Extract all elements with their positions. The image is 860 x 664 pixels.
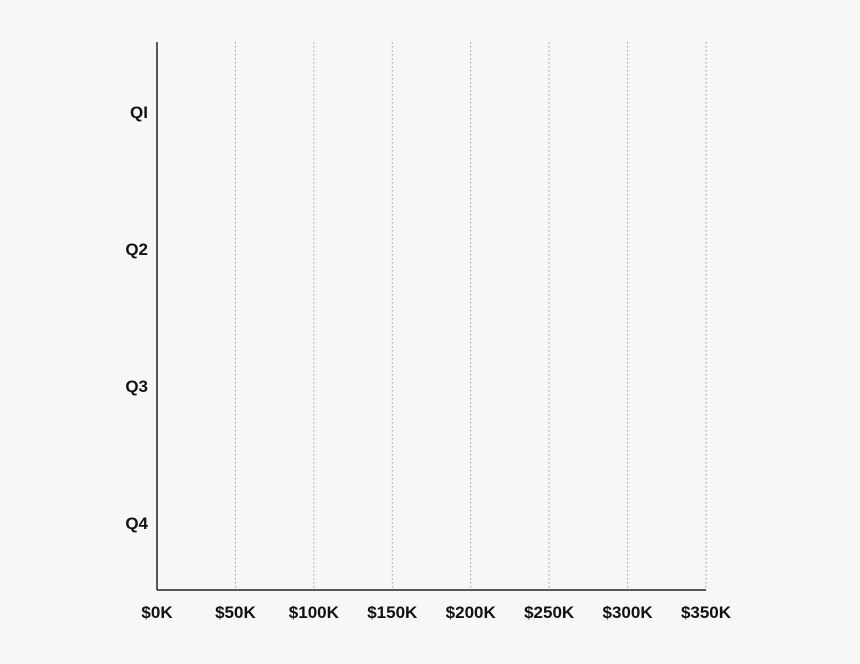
icon-bar (157, 207, 479, 291)
coffee-cup-icon (470, 481, 549, 565)
coffee-cup-icon (313, 344, 338, 428)
coffee-cup-icon (235, 207, 314, 291)
x-tick-label: $300K (603, 603, 654, 622)
grid-lines (234, 42, 707, 590)
category-labels: QI Q2 Q3 Q4 (125, 103, 148, 533)
coffee-cup-icon (235, 344, 314, 428)
coffee-cup-icon (235, 70, 314, 154)
coffee-cup-icon (157, 70, 235, 154)
x-tick-label: $100K (289, 603, 340, 622)
coffee-cup-icon (470, 70, 521, 154)
category-label: Q2 (125, 240, 148, 259)
category-label: Q4 (125, 514, 148, 533)
coffee-cup-icon (470, 207, 479, 291)
coffee-cup-icon (627, 481, 706, 565)
icon-bar (157, 70, 521, 154)
coffee-cup-icon (235, 481, 314, 565)
coffee-cup-icon (392, 481, 471, 565)
coffee-cup-icon (392, 70, 471, 154)
coffee-cup-icon (313, 481, 392, 565)
coffee-cup-icon (313, 70, 392, 154)
x-tick-label: $150K (367, 603, 418, 622)
category-label: QI (130, 103, 148, 122)
axes (156, 42, 706, 591)
x-tick-label: $200K (446, 603, 497, 622)
coffee-cup-icon (392, 207, 471, 291)
coffee-cup-icon (157, 344, 235, 428)
icon-bar (157, 344, 338, 428)
coffee-cup-icon (549, 481, 628, 565)
x-tick-label: $350K (681, 603, 732, 622)
icon-bars (157, 70, 706, 565)
icon-bar (157, 481, 706, 565)
coffee-cup-icon (313, 207, 392, 291)
coffee-cup-icon (157, 207, 235, 291)
x-tick-label: $250K (524, 603, 575, 622)
x-tick-label: $50K (215, 603, 256, 622)
x-tick-label: $0K (141, 603, 173, 622)
category-label: Q3 (125, 377, 148, 396)
x-tick-labels: $0K $50K $100K $150K $200K $250K $300K $350K (141, 603, 731, 622)
coffee-cup-icon (157, 481, 235, 565)
